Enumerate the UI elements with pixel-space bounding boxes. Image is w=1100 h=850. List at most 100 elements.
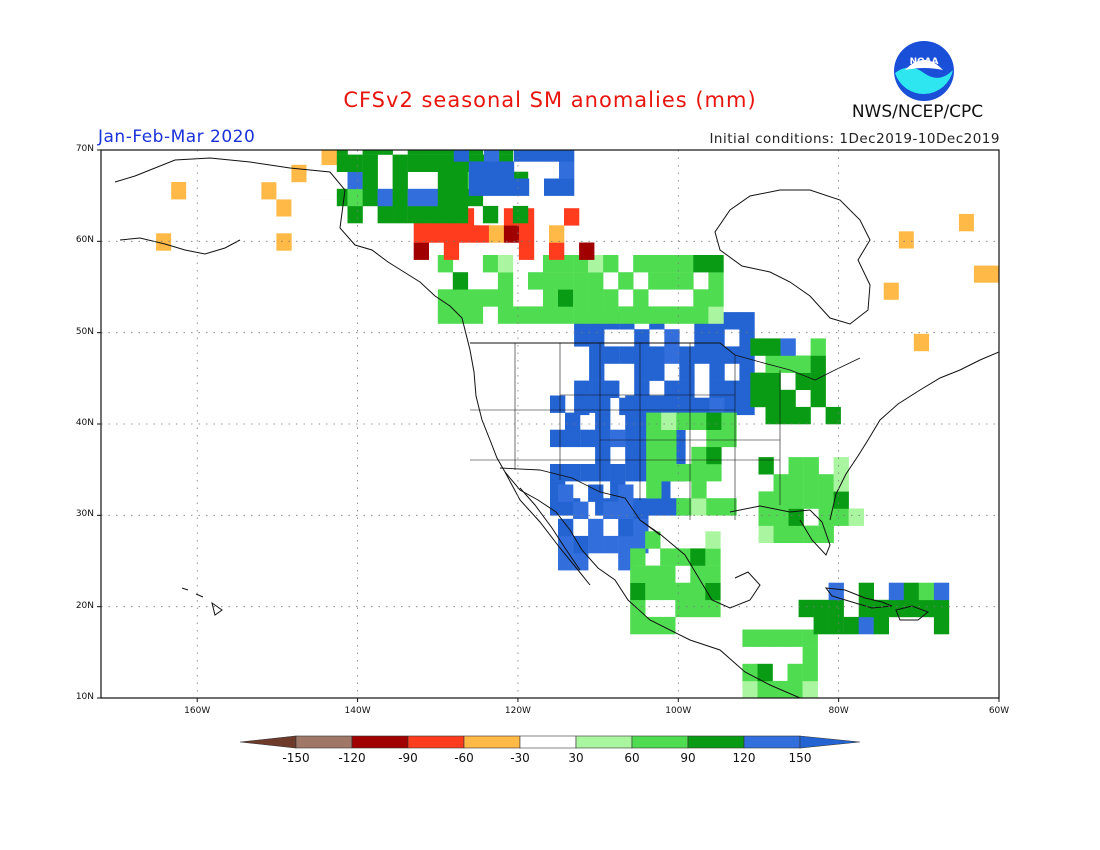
anomaly-cell — [708, 289, 724, 307]
anomaly-cell — [231, 233, 247, 251]
anomaly-cell — [853, 231, 869, 249]
anomaly-cell — [853, 282, 869, 300]
anomaly-cell — [883, 333, 899, 352]
anomaly-cell — [141, 150, 157, 166]
anomaly-cell — [503, 225, 520, 243]
anomaly-cell — [276, 233, 292, 251]
anomaly-cell — [706, 498, 722, 516]
anomaly-cell — [413, 225, 429, 243]
anomaly-cell — [868, 213, 884, 232]
anomaly-cell — [709, 329, 725, 347]
anomaly-cell — [645, 531, 661, 549]
anomaly-cell — [818, 474, 834, 492]
anomaly-cell — [649, 363, 665, 381]
anomaly-cell — [757, 663, 773, 682]
anomaly-cell — [483, 150, 500, 162]
anomaly-cell — [989, 333, 999, 352]
anomaly-cell — [780, 406, 796, 425]
anomaly-cell — [618, 306, 634, 324]
anomaly-cell — [705, 548, 721, 566]
anomaly-cell — [883, 265, 899, 283]
anomaly-cell — [838, 231, 854, 249]
anomaly-cell — [633, 306, 649, 324]
anomaly-cell — [618, 272, 634, 290]
anomaly-cell — [603, 289, 619, 307]
anomaly-cell — [943, 265, 960, 283]
anomaly-cell — [573, 553, 589, 571]
anomaly-cell — [483, 178, 500, 196]
anomaly-cell — [603, 255, 619, 273]
anomaly-cell — [618, 553, 634, 571]
anomaly-cell — [724, 312, 740, 330]
anomaly-cell — [306, 150, 322, 166]
anomaly-cell — [772, 629, 788, 647]
anomaly-cell — [691, 464, 707, 482]
anomaly-cell — [721, 498, 737, 516]
anomaly-cell — [810, 389, 826, 408]
state-lines — [470, 343, 781, 520]
anomaly-cell — [676, 498, 692, 516]
anomaly-cell — [853, 265, 869, 283]
anomaly-cell — [443, 225, 460, 243]
anomaly-cell — [630, 616, 646, 635]
anomaly-cell — [559, 161, 575, 179]
colorbar-label: -150 — [282, 751, 310, 765]
anomaly-cell — [595, 412, 611, 430]
anomaly-cell — [428, 225, 444, 243]
anomaly-cell — [973, 282, 990, 300]
anomaly-cell — [661, 412, 677, 430]
anomaly-cell — [802, 680, 818, 698]
anomaly-cell — [903, 582, 920, 601]
colorbar-label: 60 — [624, 751, 640, 765]
anomaly-cell — [853, 248, 869, 266]
anomaly-cell — [452, 188, 469, 207]
colorbar-bin — [295, 735, 353, 749]
colorbar-bin — [743, 735, 801, 749]
anomaly-cell — [156, 182, 172, 200]
anomaly-cell — [543, 306, 559, 324]
anomaly-cell — [706, 446, 722, 465]
anomaly-cell — [706, 412, 722, 430]
anomaly-cell — [943, 248, 960, 266]
anomaly-cell — [928, 248, 945, 266]
anomaly-cell — [141, 216, 157, 234]
anomaly-cell — [780, 355, 796, 373]
anomaly-cell — [989, 265, 999, 283]
anomaly-cell — [558, 553, 574, 571]
anomaly-cell — [958, 299, 975, 317]
anomaly-cell — [156, 199, 172, 217]
anomaly-cell — [588, 484, 604, 502]
anomaly-cell — [928, 231, 945, 249]
anomaly-cell — [437, 171, 454, 190]
anomaly-cell — [649, 346, 665, 364]
anomaly-cell — [795, 406, 811, 425]
anomaly-cell — [661, 464, 677, 482]
anomaly-cell — [573, 535, 589, 554]
anomaly-cell — [646, 429, 662, 448]
anomaly-cell — [634, 329, 650, 347]
anomaly-cell — [868, 333, 884, 352]
anomaly-cell — [619, 346, 635, 364]
anomaly-cell — [898, 213, 915, 232]
anomaly-cell — [392, 188, 408, 207]
anomaly-cell — [497, 150, 514, 155]
longitude-label: 60W — [988, 706, 1010, 716]
anomaly-cell — [467, 306, 484, 324]
anomaly-cell — [973, 316, 990, 335]
anomaly-cell — [989, 282, 999, 300]
anomaly-cell — [634, 363, 650, 381]
anomaly-cell — [705, 565, 721, 583]
longitude-label: 160W — [184, 706, 211, 716]
anomaly-cell — [663, 272, 679, 290]
anomaly-cell — [482, 289, 499, 307]
latitude-label: 50N — [75, 326, 94, 337]
anomaly-cell — [422, 150, 438, 155]
anomaly-cell — [788, 457, 804, 475]
anomaly-cell — [664, 329, 680, 347]
anomaly-cell — [588, 518, 604, 537]
anomaly-cell — [813, 599, 829, 618]
anomaly-cell — [693, 306, 709, 324]
anomaly-cell — [788, 491, 804, 509]
colorbar-bin — [240, 735, 297, 749]
anomaly-cell — [437, 188, 454, 207]
